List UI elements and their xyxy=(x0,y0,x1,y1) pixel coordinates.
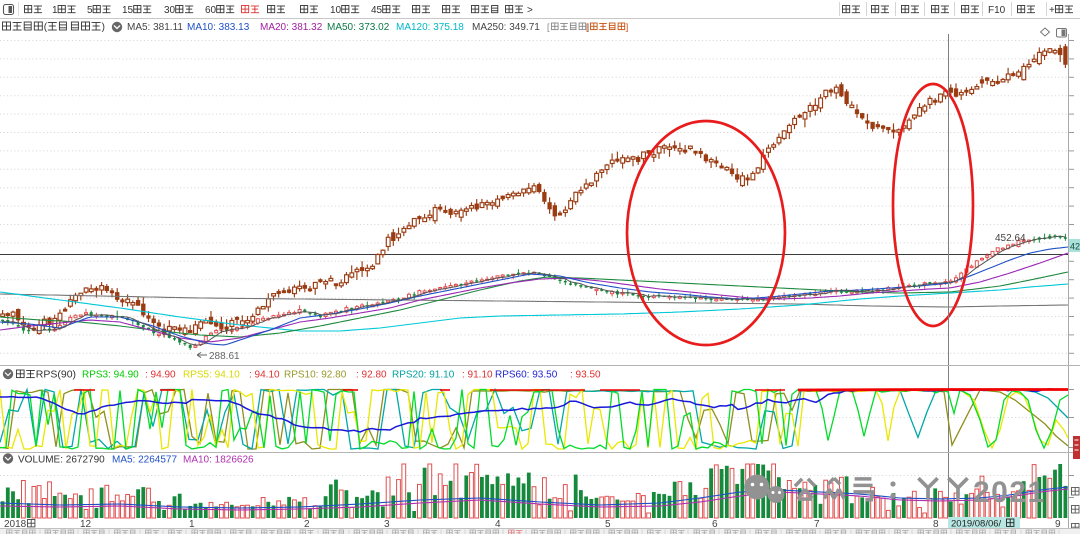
svg-text:60: 60 xyxy=(205,5,217,16)
svg-text:30: 30 xyxy=(164,5,176,16)
svg-text:RPS(90): RPS(90) xyxy=(36,369,76,381)
svg-text:[: [ xyxy=(547,22,550,32)
svg-text:RPS20: 91.10: RPS20: 91.10 xyxy=(392,370,455,381)
svg-text:12: 12 xyxy=(80,519,92,530)
svg-text:288.61: 288.61 xyxy=(209,351,240,362)
svg-text:9: 9 xyxy=(1055,519,1061,530)
svg-text:RPS60: 93.50: RPS60: 93.50 xyxy=(495,370,558,381)
svg-text:10: 10 xyxy=(330,5,342,16)
svg-text:MA20: 381.32: MA20: 381.32 xyxy=(260,22,323,33)
svg-text:42: 42 xyxy=(1070,242,1080,252)
svg-text:2018: 2018 xyxy=(4,519,27,530)
svg-text:RPS5: 94.10: RPS5: 94.10 xyxy=(183,370,240,381)
svg-text:45: 45 xyxy=(371,5,383,16)
svg-text:RPS3: 94.90: RPS3: 94.90 xyxy=(82,370,139,381)
svg-text:2: 2 xyxy=(304,519,310,530)
svg-text:: 92.80: : 92.80 xyxy=(356,370,387,381)
svg-text:5: 5 xyxy=(605,519,611,530)
svg-text:MA250: 349.71: MA250: 349.71 xyxy=(472,22,540,33)
svg-text:MA5: 2264577: MA5: 2264577 xyxy=(112,455,177,466)
svg-text:15: 15 xyxy=(122,5,134,16)
svg-text:7: 7 xyxy=(814,519,820,530)
svg-text:2019/08/06/: 2019/08/06/ xyxy=(951,519,1002,530)
svg-text:MA120: 375.18: MA120: 375.18 xyxy=(396,22,464,33)
svg-text:4: 4 xyxy=(495,519,501,530)
svg-text:8: 8 xyxy=(933,519,939,530)
svg-text:5: 5 xyxy=(87,5,93,16)
svg-text:2021: 2021 xyxy=(973,476,1046,509)
svg-text:VOLUME: 2672790: VOLUME: 2672790 xyxy=(18,455,105,466)
svg-text:F10: F10 xyxy=(988,5,1006,16)
svg-text:(: ( xyxy=(44,22,48,33)
svg-text:6: 6 xyxy=(712,519,718,530)
svg-text:1: 1 xyxy=(189,519,195,530)
svg-text:>: > xyxy=(527,5,533,16)
svg-text:MA50: 373.02: MA50: 373.02 xyxy=(327,22,390,33)
svg-text:+: + xyxy=(1049,5,1055,16)
svg-text:MA10: 1826626: MA10: 1826626 xyxy=(183,455,254,466)
svg-text:]: ] xyxy=(626,22,629,32)
svg-text:): ) xyxy=(102,22,105,33)
svg-text:]: ] xyxy=(587,22,590,32)
svg-text:: 94.10: : 94.10 xyxy=(249,370,280,381)
svg-text:[: [ xyxy=(586,22,589,32)
svg-text:: 94.90: : 94.90 xyxy=(145,370,176,381)
svg-text:MA5: 381.11: MA5: 381.11 xyxy=(127,22,183,33)
svg-text:MA10: 383.13: MA10: 383.13 xyxy=(187,22,250,33)
svg-text:RPS10: 92.80: RPS10: 92.80 xyxy=(284,370,347,381)
svg-text:1: 1 xyxy=(52,5,58,16)
svg-text:452.64: 452.64 xyxy=(995,233,1026,244)
svg-text:: 91.10: : 91.10 xyxy=(462,370,493,381)
svg-text:: 93.50: : 93.50 xyxy=(570,370,601,381)
svg-text:3: 3 xyxy=(384,519,390,530)
